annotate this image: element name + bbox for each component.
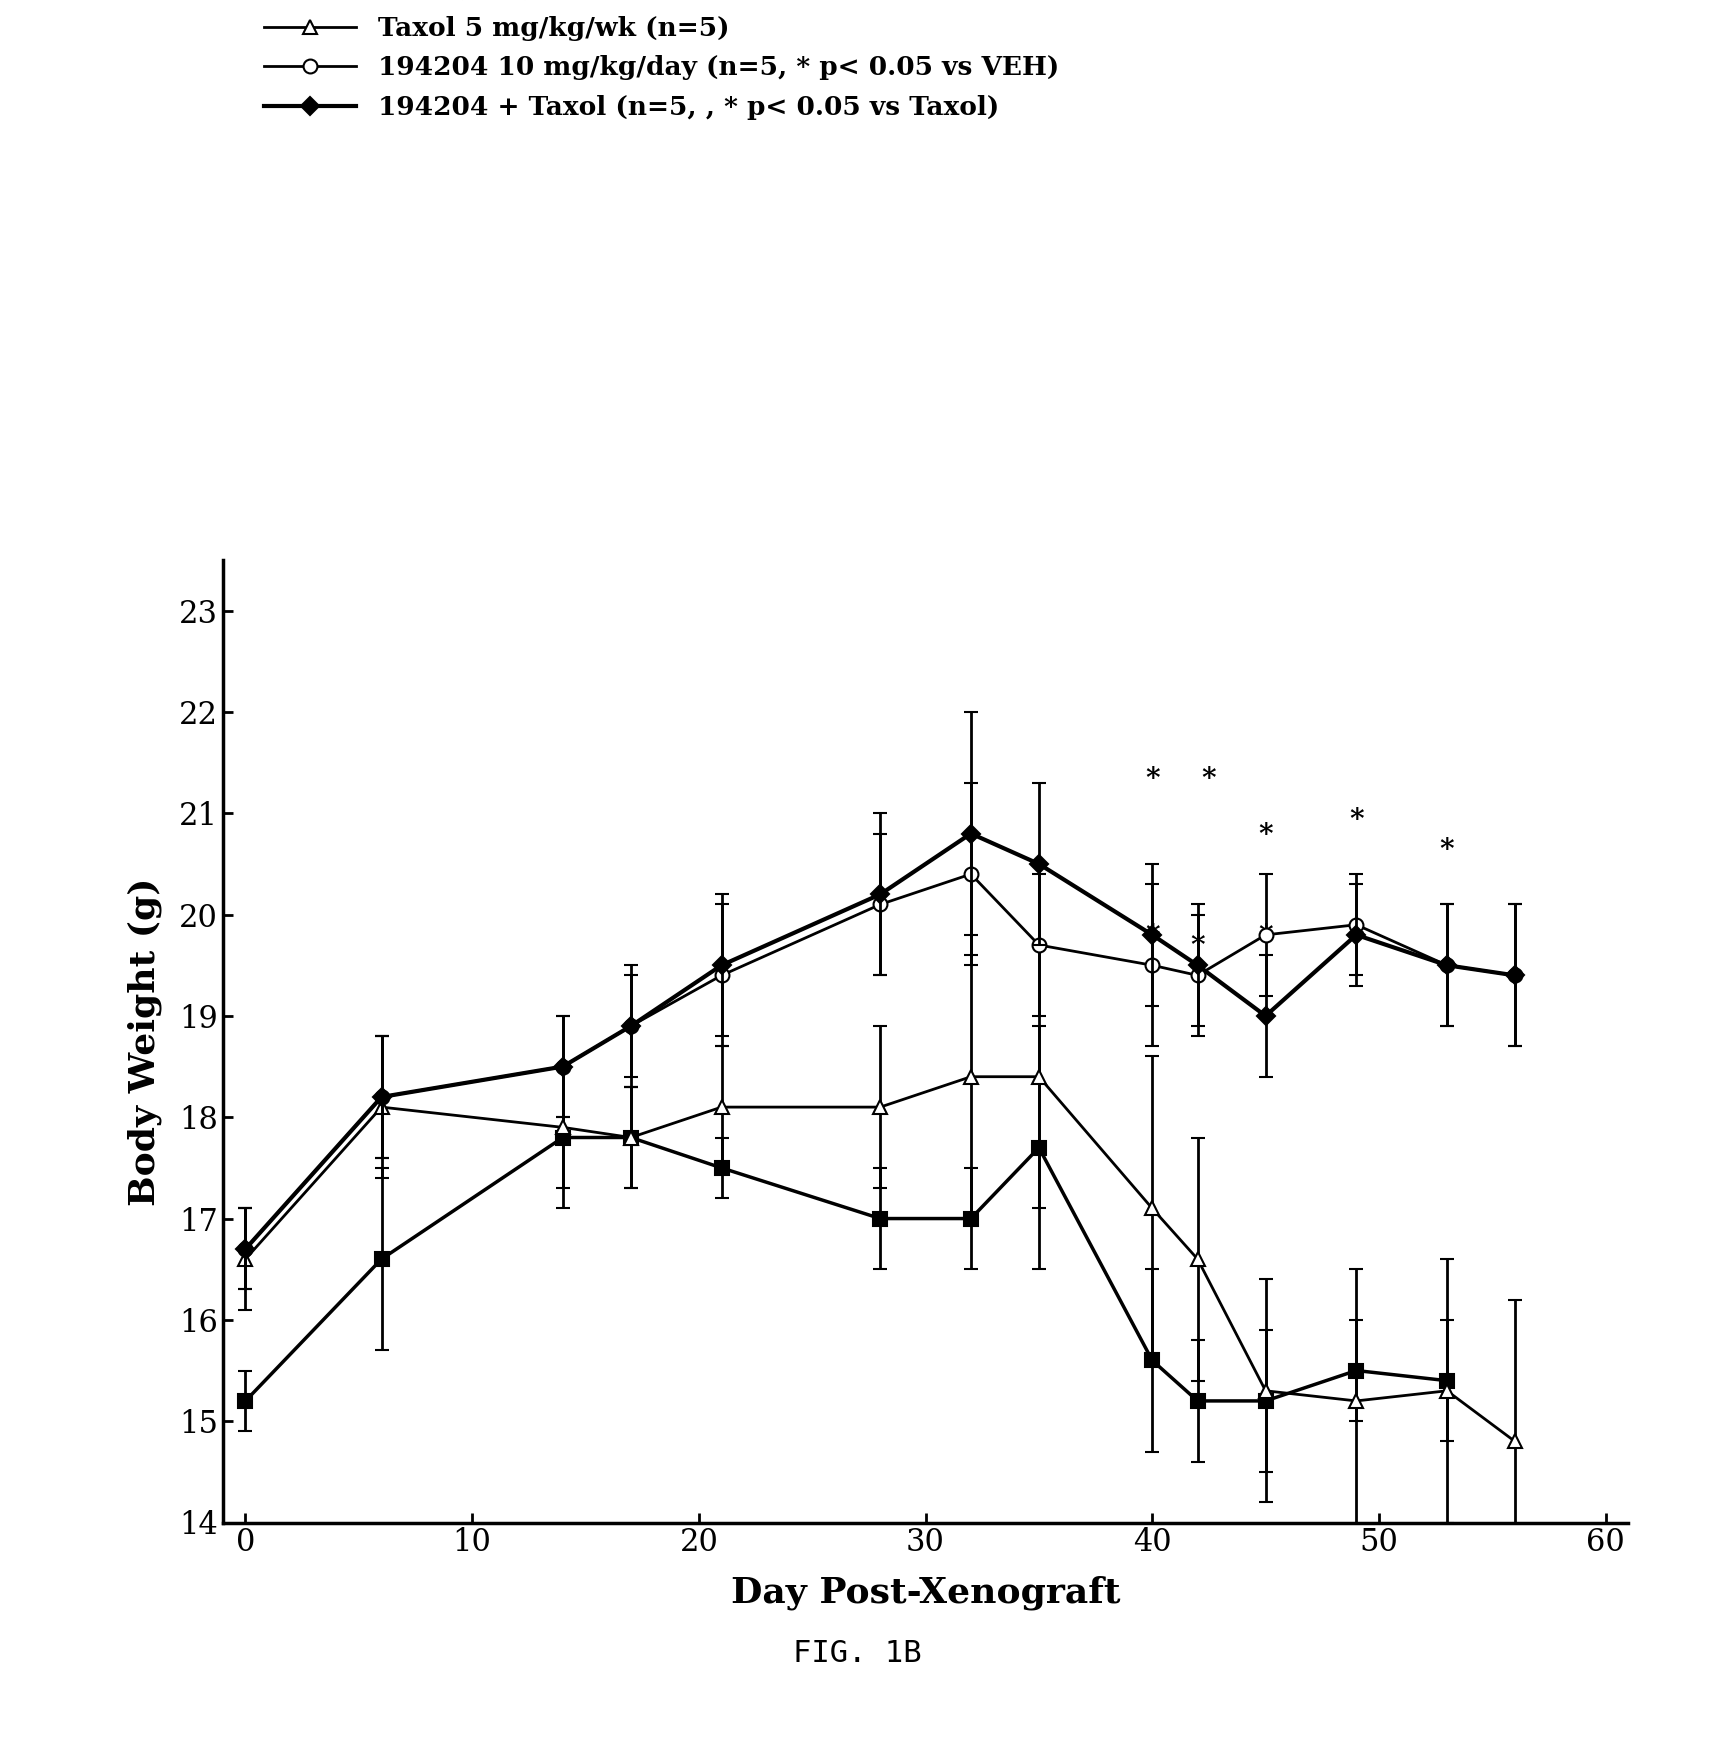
Text: *: * [1258,922,1274,950]
Text: FIG. 1B: FIG. 1B [792,1640,922,1668]
Text: *: * [1145,922,1160,950]
Text: *: * [963,868,979,894]
X-axis label: Day Post-Xenograft: Day Post-Xenograft [730,1575,1121,1610]
Y-axis label: Body Weight (g): Body Weight (g) [129,877,163,1206]
Text: *: * [1440,836,1453,864]
Text: *: * [1145,766,1160,793]
Text: *: * [1202,766,1217,793]
Text: *: * [1349,807,1364,833]
Legend: VEH (n=4), Taxol 5 mg/kg/wk (n=5), 194204 10 mg/kg/day (n=5, * p< 0.05 vs VEH), : VEH (n=4), Taxol 5 mg/kg/wk (n=5), 19420… [264,0,1059,121]
Text: *: * [1349,922,1364,950]
Text: *: * [1258,822,1274,849]
Text: *: * [1190,933,1205,961]
